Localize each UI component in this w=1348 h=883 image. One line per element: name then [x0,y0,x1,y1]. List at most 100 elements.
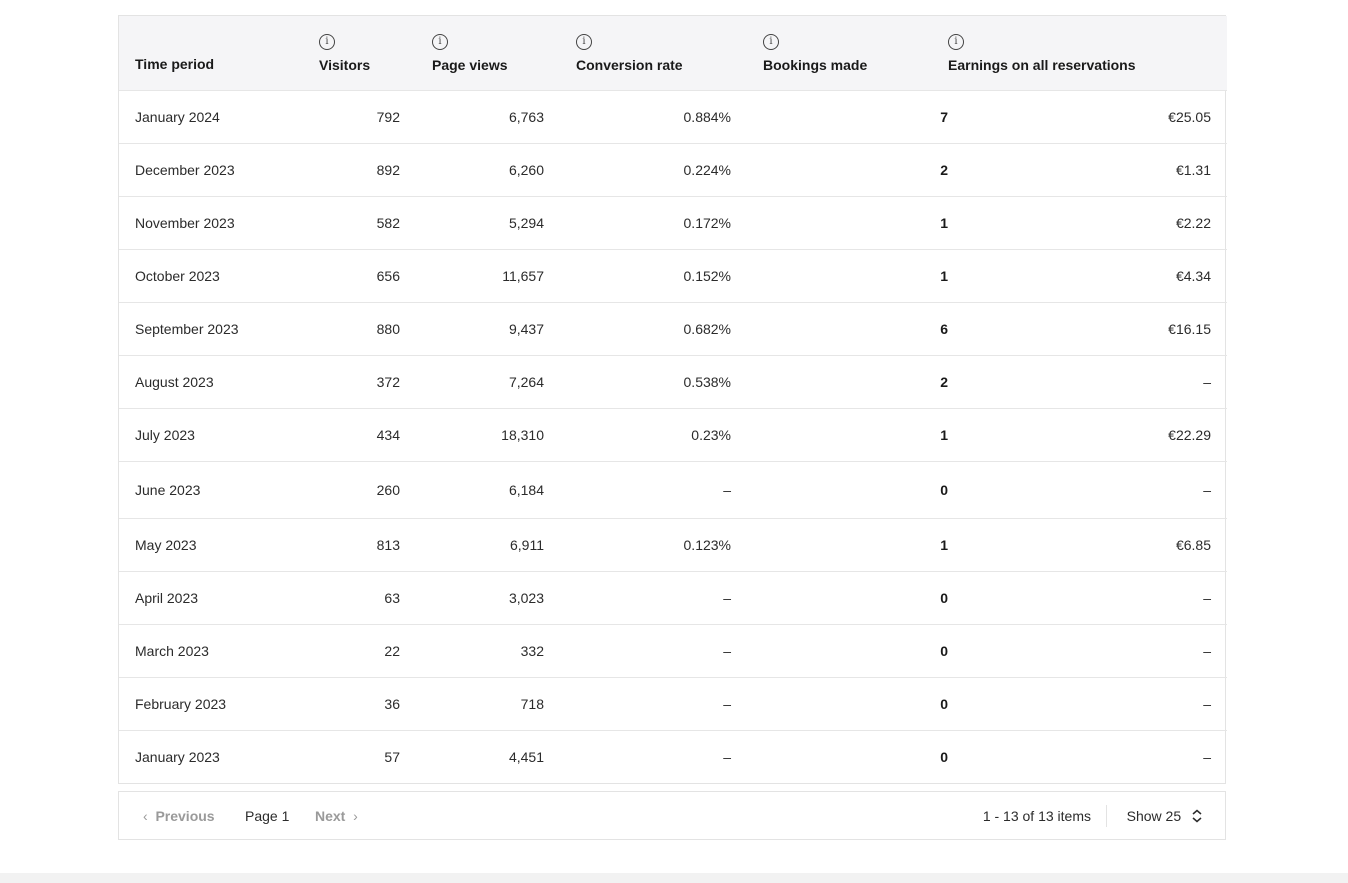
chevron-up-down-icon [1192,809,1202,823]
cell-time-period: August 2023 [119,354,319,408]
cell-page-views: 18,310 [432,407,576,461]
cell-conversion-rate: 0.23% [576,407,763,461]
cell-earnings: – [948,570,1227,624]
cell-page-views: 332 [432,623,576,677]
table-row: March 2023 22 332 – 0 – [119,623,1227,677]
cell-earnings: €25.05 [948,89,1227,143]
cell-earnings: – [948,354,1227,408]
info-icon[interactable]: i [432,34,448,50]
cell-page-views: 3,023 [432,570,576,624]
cell-earnings: €2.22 [948,195,1227,249]
cell-time-period: April 2023 [119,570,319,624]
cell-bookings-made: 1 [763,195,948,249]
cell-page-views: 4,451 [432,729,576,783]
cell-time-period: December 2023 [119,142,319,196]
cell-time-period: October 2023 [119,248,319,302]
cell-conversion-rate: 0.538% [576,354,763,408]
table-row: December 2023 892 6,260 0.224% 2 €1.31 [119,142,1227,196]
cell-conversion-rate: – [576,460,763,518]
page-size-select[interactable]: Show 25 [1127,808,1203,824]
cell-visitors: 813 [319,517,432,571]
header-conversion-rate: i Conversion rate [576,34,683,73]
cell-conversion-rate: – [576,623,763,677]
cell-page-views: 7,264 [432,354,576,408]
cell-conversion-rate: 0.682% [576,301,763,355]
cell-visitors: 22 [319,623,432,677]
table-row: July 2023 434 18,310 0.23% 1 €22.29 [119,407,1227,461]
current-page: Page 1 [245,808,290,824]
cell-page-views: 6,911 [432,517,576,571]
cell-visitors: 892 [319,142,432,196]
cell-page-views: 718 [432,676,576,730]
table-row: October 2023 656 11,657 0.152% 1 €4.34 [119,248,1227,302]
cell-visitors: 434 [319,407,432,461]
item-count: 1 - 13 of 13 items [982,808,1091,824]
cell-conversion-rate: – [576,729,763,783]
cell-conversion-rate: 0.224% [576,142,763,196]
info-icon[interactable]: i [948,34,964,50]
table-row: January 2024 792 6,763 0.884% 7 €25.05 [119,89,1227,143]
cell-conversion-rate: 0.884% [576,89,763,143]
cell-earnings: – [948,729,1227,783]
cell-earnings: €4.34 [948,248,1227,302]
cell-page-views: 6,260 [432,142,576,196]
cell-time-period: January 2023 [119,729,319,783]
cell-bookings-made: 7 [763,89,948,143]
cell-earnings: – [948,623,1227,677]
cell-bookings-made: 0 [763,460,948,518]
cell-bookings-made: 1 [763,517,948,571]
pagination-bar: ‹ Previous Page 1 Next › 1 - 13 of 13 it… [118,791,1226,840]
cell-time-period: June 2023 [119,460,319,518]
cell-bookings-made: 2 [763,354,948,408]
cell-earnings: €6.85 [948,517,1227,571]
cell-time-period: May 2023 [119,517,319,571]
table-row: June 2023 260 6,184 – 0 – [119,460,1227,518]
info-icon[interactable]: i [763,34,779,50]
cell-page-views: 6,763 [432,89,576,143]
header-bookings-made: i Bookings made [763,34,868,73]
table-row: May 2023 813 6,911 0.123% 1 €6.85 [119,517,1227,571]
cell-visitors: 57 [319,729,432,783]
table-row: September 2023 880 9,437 0.682% 6 €16.15 [119,301,1227,355]
cell-bookings-made: 0 [763,570,948,624]
cell-time-period: November 2023 [119,195,319,249]
cell-visitors: 372 [319,354,432,408]
header-page-views: i Page views [432,34,508,73]
cell-visitors: 260 [319,460,432,518]
previous-button[interactable]: ‹ Previous [143,808,215,824]
chevron-right-icon: › [353,808,358,824]
next-button[interactable]: Next › [315,808,358,824]
info-icon[interactable]: i [319,34,335,50]
cell-visitors: 880 [319,301,432,355]
table-header-row: Time period i Visitors i Page views i Co… [119,16,1227,90]
cell-earnings: – [948,676,1227,730]
cell-bookings-made: 6 [763,301,948,355]
header-visitors: i Visitors [319,34,371,73]
cell-conversion-rate: – [576,676,763,730]
cell-visitors: 792 [319,89,432,143]
cell-bookings-made: 1 [763,248,948,302]
table-row: January 2023 57 4,451 – 0 – [119,729,1227,783]
header-earnings: i Earnings on all reservations [948,34,1136,73]
cell-time-period: July 2023 [119,407,319,461]
cell-bookings-made: 2 [763,142,948,196]
cell-earnings: €16.15 [948,301,1227,355]
cell-conversion-rate: – [576,570,763,624]
page-footer-band [0,873,1348,883]
cell-earnings: – [948,460,1227,518]
table-row: November 2023 582 5,294 0.172% 1 €2.22 [119,195,1227,249]
table-row: April 2023 63 3,023 – 0 – [119,570,1227,624]
cell-conversion-rate: 0.123% [576,517,763,571]
info-icon[interactable]: i [576,34,592,50]
cell-time-period: February 2023 [119,676,319,730]
table-row: February 2023 36 718 – 0 – [119,676,1227,730]
cell-page-views: 6,184 [432,460,576,518]
performance-table-container: Time period i Visitors i Page views i Co… [118,15,1227,784]
cell-earnings: €22.29 [948,407,1227,461]
cell-time-period: September 2023 [119,301,319,355]
cell-earnings: €1.31 [948,142,1227,196]
divider [1106,805,1107,827]
chevron-left-icon: ‹ [143,808,148,824]
performance-table: Time period i Visitors i Page views i Co… [119,16,1227,783]
cell-visitors: 582 [319,195,432,249]
